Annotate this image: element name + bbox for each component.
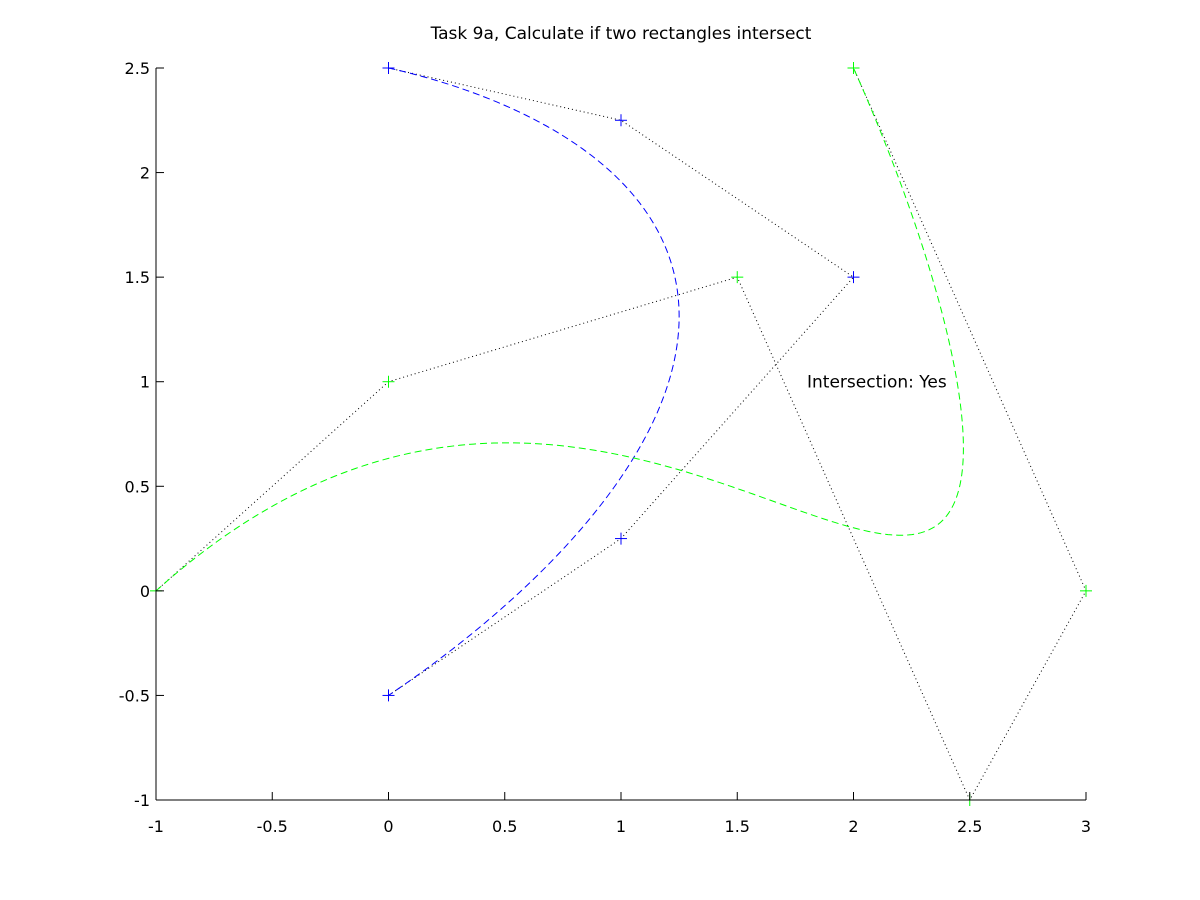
y-tick-label: 1 xyxy=(140,373,150,392)
axes: -1 -0.5 0 0.5 1 1.5 2 2.5 3 -1 -0.5 0 0.5 1 1.5 2 2.5 xyxy=(119,59,1091,836)
control-point-marker xyxy=(1080,584,1092,597)
x-tick-label: 2 xyxy=(848,817,858,836)
x-tick-label: -0.5 xyxy=(257,817,288,836)
control-point-marker xyxy=(615,532,627,545)
control-point-marker xyxy=(382,375,395,388)
y-tick-label: 0 xyxy=(140,582,150,601)
control-polygon-line xyxy=(155,67,1087,802)
control-point-marker xyxy=(847,271,860,284)
x-tick-label: 0.5 xyxy=(492,817,517,836)
y-tick-label: 2.5 xyxy=(125,59,150,78)
y-tick-label: -0.5 xyxy=(119,686,150,705)
x-tick-label: -1 xyxy=(148,817,164,836)
y-tick-label: -1 xyxy=(134,791,150,810)
control-point-marker xyxy=(847,62,860,74)
y-tick-label: 1.5 xyxy=(125,268,150,287)
y-tick-label: 0.5 xyxy=(125,477,150,496)
y-tick-label: 2 xyxy=(140,164,150,183)
bezier-curve-line xyxy=(388,67,680,696)
x-tick-label: 3 xyxy=(1081,817,1091,836)
plot-area xyxy=(150,62,1092,806)
x-tick-label: 2.5 xyxy=(957,817,982,836)
bezier-curve-line xyxy=(155,67,964,592)
chart-title: Task 9a, Calculate if two rectangles int… xyxy=(430,24,812,44)
x-tick-label: 1.5 xyxy=(725,817,750,836)
control-point-marker xyxy=(615,114,627,127)
x-tick-label: 0 xyxy=(383,817,393,836)
intersection-annotation: Intersection: Yes xyxy=(807,373,947,393)
x-tick-label: 1 xyxy=(616,817,626,836)
control-point-marker xyxy=(731,271,744,284)
control-polygon-line xyxy=(388,67,855,696)
